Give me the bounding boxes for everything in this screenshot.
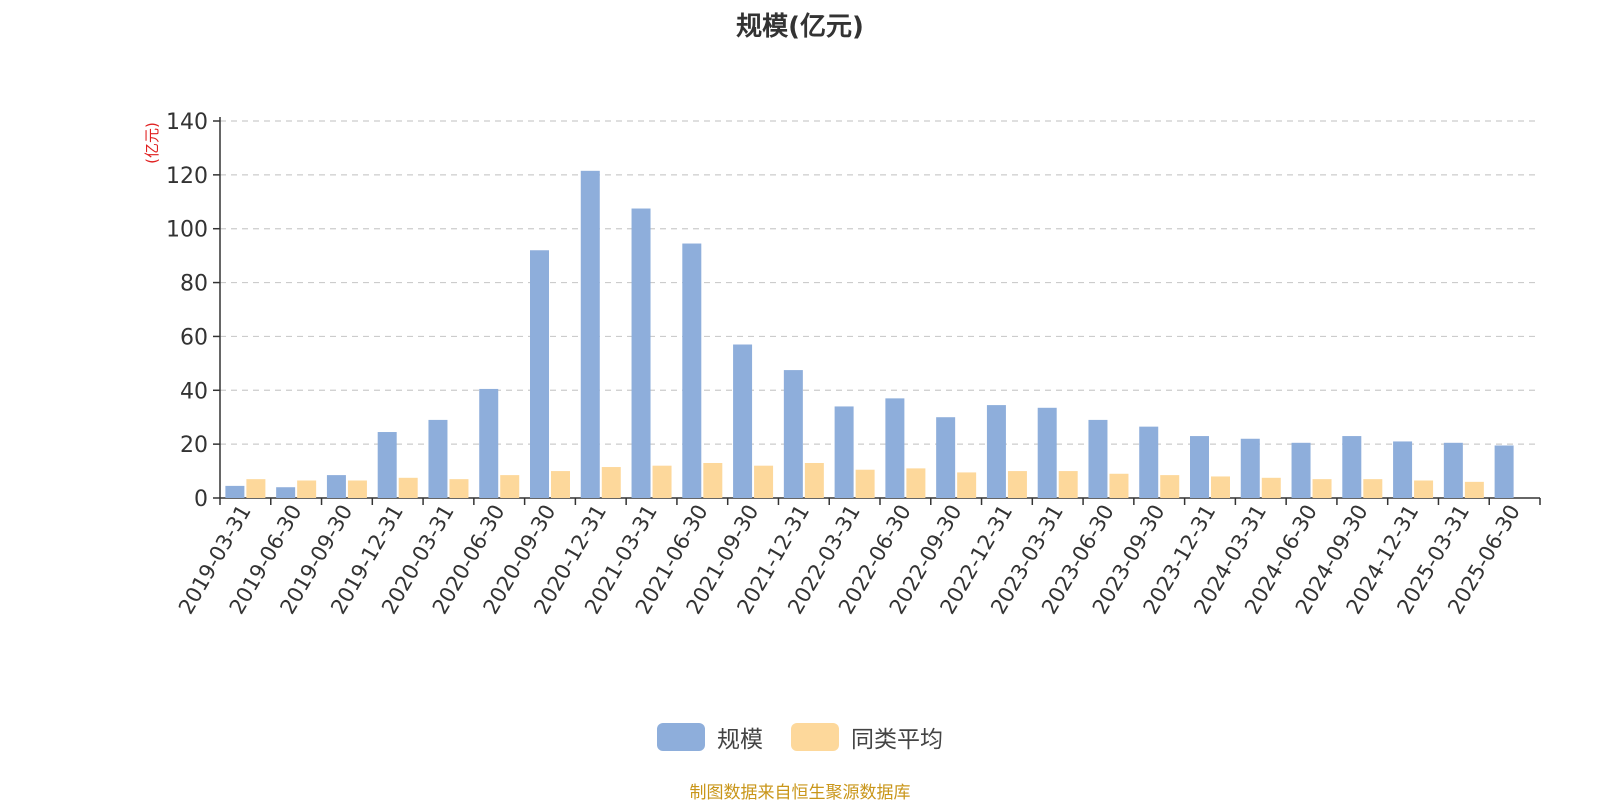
bar-average[interactable] bbox=[1109, 473, 1129, 498]
bar-scale[interactable] bbox=[225, 485, 245, 498]
bar-scale[interactable] bbox=[377, 432, 397, 498]
bar-average[interactable] bbox=[601, 467, 621, 498]
bar-scale[interactable] bbox=[530, 250, 549, 498]
bar-scale[interactable] bbox=[1240, 438, 1260, 498]
bar-scale[interactable] bbox=[1291, 442, 1311, 498]
legend-item-scale[interactable]: 规模 bbox=[657, 720, 763, 754]
bar-average[interactable] bbox=[246, 479, 266, 498]
bar-average[interactable] bbox=[957, 472, 977, 498]
bar-scale[interactable] bbox=[733, 344, 753, 498]
bar-average[interactable] bbox=[1007, 471, 1027, 498]
bar-scale[interactable] bbox=[1088, 419, 1108, 498]
y-tick-label: 120 bbox=[166, 164, 208, 189]
y-tick-label: 0 bbox=[194, 487, 208, 512]
axes bbox=[219, 117, 1540, 499]
bar-scale[interactable] bbox=[834, 406, 854, 498]
bar-average[interactable] bbox=[347, 480, 367, 498]
bar-scale[interactable] bbox=[936, 417, 956, 498]
y-tick-label: 80 bbox=[180, 272, 208, 297]
bar-average[interactable] bbox=[1261, 477, 1281, 498]
bar-scale[interactable] bbox=[1494, 445, 1514, 498]
bar-scale[interactable] bbox=[682, 243, 702, 498]
bar-scale[interactable] bbox=[479, 388, 499, 498]
legend-swatch-scale bbox=[657, 723, 705, 751]
bar-average[interactable] bbox=[1312, 479, 1332, 498]
bar-average[interactable] bbox=[652, 465, 672, 498]
y-axis-label: (亿元) bbox=[143, 122, 161, 164]
y-tick-label: 100 bbox=[166, 218, 208, 243]
y-tick-label: 20 bbox=[180, 433, 208, 458]
legend-label-scale: 规模 bbox=[717, 727, 763, 753]
bar-scale[interactable] bbox=[1190, 436, 1209, 498]
bar-scale[interactable] bbox=[986, 405, 1006, 498]
bar-average[interactable] bbox=[754, 465, 774, 498]
bar-average[interactable] bbox=[297, 480, 317, 498]
bar-average[interactable] bbox=[855, 469, 875, 498]
gridlines bbox=[220, 120, 1540, 445]
bar-average[interactable] bbox=[804, 462, 824, 498]
bar-scale[interactable] bbox=[326, 475, 346, 498]
bar-average[interactable] bbox=[906, 468, 926, 498]
bar-average[interactable] bbox=[449, 479, 469, 498]
bar-scale[interactable] bbox=[1037, 407, 1057, 498]
bar-scale[interactable] bbox=[783, 370, 803, 498]
chart-title: 规模(亿元) bbox=[736, 12, 864, 42]
bar-scale[interactable] bbox=[1443, 442, 1463, 498]
bar-average[interactable] bbox=[703, 462, 723, 498]
bars bbox=[225, 170, 1514, 498]
legend-item-average[interactable]: 同类平均 bbox=[791, 720, 943, 754]
bar-scale[interactable] bbox=[428, 419, 448, 498]
bar-scale[interactable] bbox=[276, 487, 296, 498]
legend: 规模 同类平均 bbox=[0, 720, 1600, 754]
source-note: 制图数据来自恒生聚源数据库 bbox=[689, 783, 911, 803]
bar-scale[interactable] bbox=[885, 398, 905, 498]
y-tick-labels: 0 20 40 60 80 100 120 140 bbox=[166, 110, 220, 512]
bar-average[interactable] bbox=[500, 475, 520, 498]
bar-average[interactable] bbox=[1363, 479, 1383, 498]
legend-swatch-average bbox=[791, 723, 839, 751]
bar-scale[interactable] bbox=[1139, 426, 1159, 498]
bar-average[interactable] bbox=[1211, 476, 1230, 498]
bar-scale[interactable] bbox=[580, 170, 600, 498]
bar-average[interactable] bbox=[551, 471, 570, 498]
bar-scale[interactable] bbox=[631, 208, 651, 498]
y-tick-label: 40 bbox=[180, 379, 208, 404]
bar-average[interactable] bbox=[1464, 481, 1484, 498]
bar-average[interactable] bbox=[1058, 471, 1078, 498]
bar-scale[interactable] bbox=[1342, 436, 1362, 498]
bar-average[interactable] bbox=[1160, 475, 1180, 498]
x-tick-labels: 2019-03-312019-06-302019-09-302019-12-31… bbox=[174, 498, 1541, 618]
y-tick-label: 140 bbox=[166, 110, 208, 135]
y-tick-label: 60 bbox=[180, 325, 208, 350]
bar-scale[interactable] bbox=[1393, 441, 1413, 498]
bar-average[interactable] bbox=[1414, 480, 1434, 498]
legend-label-average: 同类平均 bbox=[851, 727, 943, 753]
bar-average[interactable] bbox=[398, 477, 418, 498]
